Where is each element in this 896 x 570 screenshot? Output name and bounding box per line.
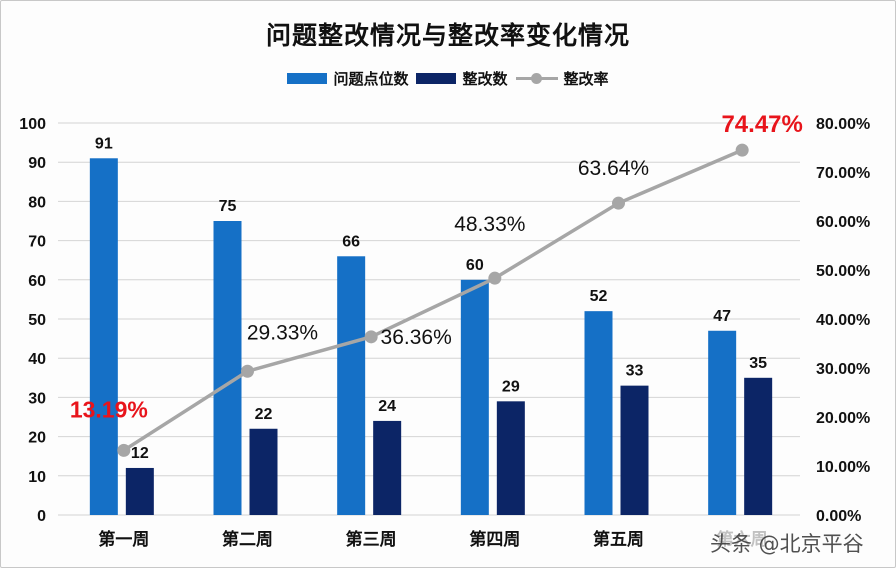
y-tick-label: 60: [28, 273, 46, 290]
y-tick-label: 80: [28, 194, 46, 211]
legend-item-issues: 问题点位数: [287, 68, 408, 89]
legend-swatch-fixed: [416, 73, 457, 84]
bar-value-label: 52: [590, 288, 608, 305]
bar-value-label: 66: [342, 233, 360, 250]
y-tick-label: 40: [28, 351, 46, 368]
legend-item-fixed: 整改数: [416, 68, 508, 89]
legend-swatch-issues: [287, 73, 328, 84]
y-tick-label: 100: [19, 116, 46, 133]
rate-marker: [117, 443, 131, 457]
y-tick-label: 10: [28, 469, 46, 486]
rate-value-label: 48.33%: [454, 213, 525, 236]
y-tick-label: 50: [28, 312, 46, 329]
bar-issues: [213, 221, 242, 515]
x-tick-label: 第二周: [222, 529, 273, 550]
y2-tick-label: 30.00%: [816, 361, 870, 378]
legend-label-rate: 整改率: [563, 70, 609, 88]
y2-tick-label: 10.00%: [816, 459, 870, 476]
y2-tick-label: 80.00%: [816, 116, 870, 133]
y2-tick-label: 0.00%: [816, 508, 861, 525]
bar-value-label: 75: [219, 198, 237, 215]
bar-issues: [708, 330, 737, 515]
bar-value-label: 33: [626, 363, 644, 380]
chart-legend: 问题点位数 整改数 整改率: [0, 68, 896, 89]
bar-issues: [460, 279, 489, 515]
x-tick-label: 第五周: [593, 529, 644, 550]
x-tick-label: 第三周: [346, 529, 397, 550]
y-tick-label: 0: [37, 508, 46, 525]
bar-fixed: [125, 467, 154, 515]
bar-fixed: [496, 401, 525, 515]
bar-value-label: 29: [502, 378, 520, 395]
legend-item-rate: 整改率: [515, 68, 609, 89]
bar-value-label: 47: [713, 308, 731, 325]
y2-tick-label: 50.00%: [816, 263, 870, 280]
rate-value-label: 63.64%: [578, 157, 649, 180]
bar-fixed: [744, 377, 773, 515]
rate-value-label: 36.36%: [381, 326, 452, 349]
x-tick-label: 第六周: [717, 529, 768, 550]
rate-marker: [488, 271, 502, 285]
x-tick-label: 第一周: [98, 529, 149, 550]
rate-value-label: 13.19%: [70, 396, 148, 422]
bar-fixed: [249, 428, 278, 515]
rate-value-label: 74.47%: [721, 111, 802, 138]
bar-value-label: 24: [378, 398, 396, 415]
bar-issues: [337, 256, 366, 515]
bar-value-label: 91: [95, 135, 113, 152]
y2-tick-label: 20.00%: [816, 410, 870, 427]
legend-label-issues: 问题点位数: [333, 70, 409, 88]
bar-value-label: 12: [131, 445, 149, 462]
rate-value-label: 29.33%: [247, 321, 318, 344]
bar-value-label: 60: [466, 257, 484, 274]
bar-value-label: 22: [255, 406, 273, 423]
legend-label-fixed: 整改数: [462, 70, 508, 88]
bar-issues: [584, 311, 613, 515]
bar-value-label: 35: [749, 355, 767, 372]
bar-fixed: [373, 420, 402, 515]
x-tick-label: 第四周: [469, 529, 520, 550]
y-tick-label: 20: [28, 430, 46, 447]
y-tick-label: 30: [28, 390, 46, 407]
y-tick-label: 70: [28, 234, 46, 251]
bar-fixed: [620, 385, 649, 515]
watermark: 头条 @北京平谷: [710, 532, 864, 556]
rate-line: [122, 148, 743, 452]
y2-tick-label: 70.00%: [816, 165, 870, 182]
rate-marker: [612, 196, 625, 210]
rate-marker: [364, 330, 378, 344]
y-tick-label: 90: [28, 155, 46, 172]
rate-marker: [735, 143, 749, 157]
y2-tick-label: 40.00%: [816, 312, 870, 329]
chart-title: 问题整改情况与整改率变化情况: [265, 21, 630, 50]
legend-swatch-rate: [515, 73, 558, 84]
rate-marker: [241, 364, 254, 378]
y2-tick-label: 60.00%: [816, 214, 870, 231]
bar-issues: [89, 158, 118, 515]
